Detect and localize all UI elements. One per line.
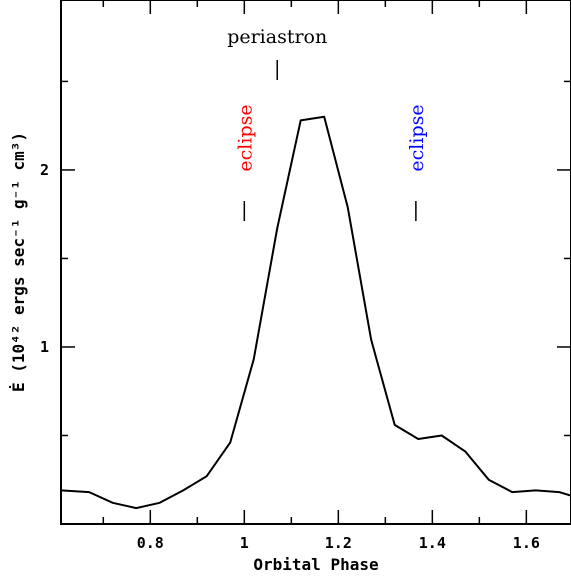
- y-tick-label: 1: [40, 338, 49, 356]
- ticks: [61, 0, 571, 524]
- x-tick-label: 1: [240, 534, 249, 552]
- x-tick-label: 1.6: [513, 534, 540, 552]
- annotations: periastron eclipse eclipse: [227, 26, 428, 221]
- x-tick-label: 1.4: [419, 534, 446, 552]
- periastron-label: periastron: [227, 26, 327, 48]
- y-axis-label: Ė (10⁴² ergs sec⁻¹ g⁻¹ cm³): [9, 132, 28, 392]
- y-tick-label: 2: [40, 161, 49, 179]
- eclipse-label-1: eclipse: [234, 104, 256, 171]
- eclipse-label-2: eclipse: [406, 104, 428, 171]
- x-tick-label: 1.2: [325, 534, 352, 552]
- plot-frame: [60, 0, 571, 525]
- x-axis-label: Orbital Phase: [253, 555, 378, 574]
- x-tick-label: 0.8: [137, 534, 164, 552]
- tick-labels: 0.8 1 1.2 1.4 1.6 1 2: [40, 161, 540, 552]
- series-line: [60, 115, 571, 510]
